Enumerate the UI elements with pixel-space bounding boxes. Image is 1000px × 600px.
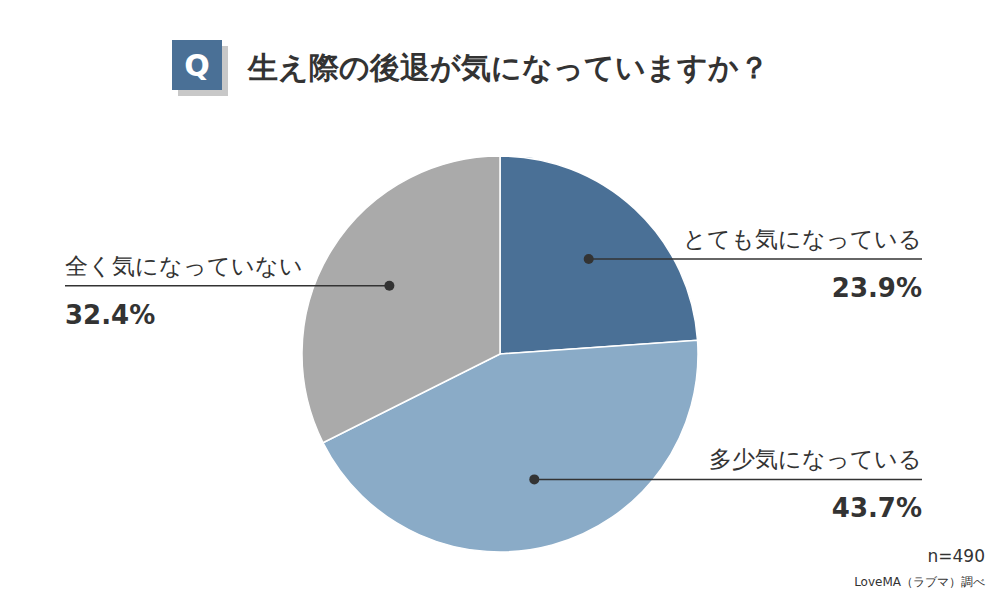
badge-box — [172, 40, 222, 90]
labels: とても気になっている 23.9% 多少気になっている 43.7% 全く気になっていない 3… — [65, 226, 922, 523]
value-label: 23.9% — [832, 273, 922, 303]
chart: Q 生え際の後退が気になっていますか？ とても気になっている 23.9% 多少気になって… — [0, 0, 1000, 600]
source: LoveMA（ラブマ）調べ — [854, 575, 985, 589]
note: n=490 — [928, 546, 985, 566]
leader-dot — [584, 254, 594, 264]
category-label: 全く気になっていない — [65, 253, 303, 279]
slices — [302, 156, 698, 552]
title: 生え際の後退が気になっていますか？ — [247, 50, 769, 85]
badge-text: Q — [184, 48, 210, 83]
leader-line — [65, 285, 389, 287]
leader-dot — [384, 281, 394, 291]
category-label: とても気になっている — [683, 226, 922, 252]
leader-line — [589, 258, 922, 260]
slice — [500, 156, 698, 354]
leader-dot — [529, 474, 539, 484]
value-label: 43.7% — [832, 493, 922, 523]
slice — [302, 156, 500, 443]
title-badge: Q — [172, 40, 228, 96]
leader-line — [534, 479, 922, 481]
value-label: 32.4% — [65, 300, 155, 330]
category-label: 多少気になっている — [709, 446, 922, 472]
